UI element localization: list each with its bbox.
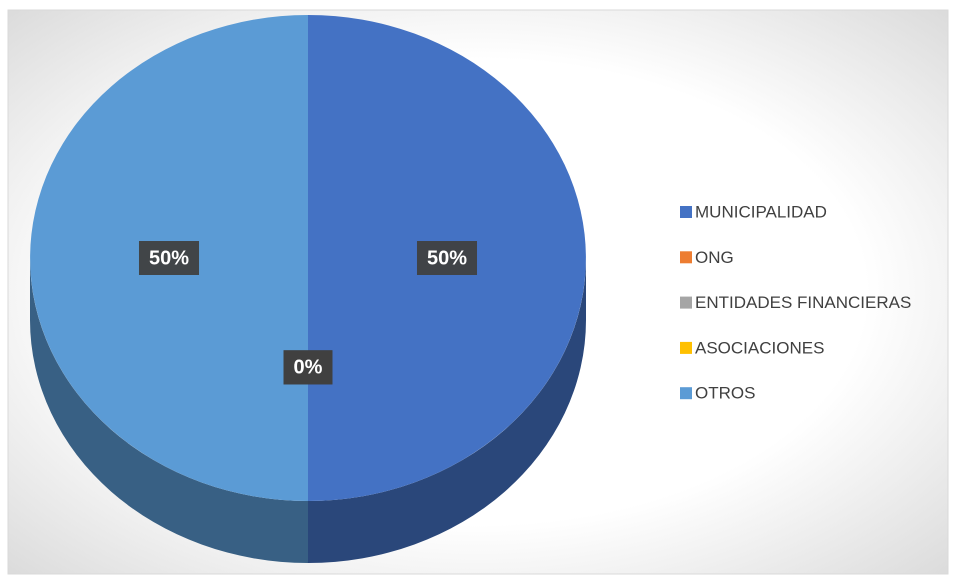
legend-label: ASOCIACIONES: [695, 338, 824, 357]
data-label: 50%: [416, 241, 478, 275]
legend-swatch: [680, 341, 692, 354]
data-label: 0%: [283, 350, 333, 385]
legend-swatch: [680, 251, 692, 264]
data-label-box: [283, 350, 333, 385]
legend-label: MUNICIPALIDAD: [695, 202, 827, 221]
data-label-text: 0%: [294, 357, 323, 379]
data-label-box: [416, 241, 478, 275]
legend-swatch: [680, 206, 692, 218]
data-label-text: 50%: [427, 247, 467, 269]
legend-label: ENTIDADES FINANCIERAS: [695, 293, 911, 312]
legend-swatch: [680, 296, 692, 309]
data-label: 50%: [138, 241, 200, 275]
legend-swatch: [680, 387, 692, 400]
pie-side: [30, 258, 308, 563]
data-label-text: 50%: [149, 247, 189, 269]
pie-side: [308, 258, 586, 563]
legend-label: OTROS: [695, 384, 755, 403]
legend-label: ONG: [695, 248, 734, 267]
data-label-box: [138, 241, 200, 275]
